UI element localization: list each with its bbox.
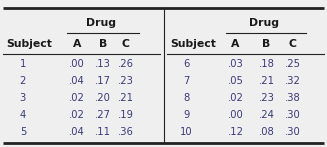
- Text: 7: 7: [183, 76, 190, 86]
- Text: .26: .26: [118, 59, 134, 69]
- Text: Subject: Subject: [7, 39, 52, 49]
- Text: .12: .12: [228, 127, 243, 137]
- Text: .04: .04: [69, 127, 85, 137]
- Text: Drug: Drug: [249, 18, 279, 28]
- Text: Subject: Subject: [170, 39, 216, 49]
- Text: .00: .00: [69, 59, 85, 69]
- Text: .23: .23: [259, 93, 274, 103]
- Text: .25: .25: [285, 59, 301, 69]
- Text: .30: .30: [285, 110, 301, 120]
- Text: .18: .18: [259, 59, 274, 69]
- Text: .13: .13: [95, 59, 111, 69]
- Text: 6: 6: [183, 59, 190, 69]
- Text: .27: .27: [95, 110, 111, 120]
- Text: .32: .32: [285, 76, 301, 86]
- Text: 8: 8: [183, 93, 190, 103]
- Text: C: C: [122, 39, 130, 49]
- Text: Drug: Drug: [86, 18, 116, 28]
- Text: .02: .02: [69, 110, 85, 120]
- Text: 3: 3: [20, 93, 26, 103]
- Text: 4: 4: [20, 110, 26, 120]
- Text: .20: .20: [95, 93, 111, 103]
- Text: .30: .30: [285, 127, 301, 137]
- Text: .04: .04: [69, 76, 85, 86]
- Text: .19: .19: [118, 110, 134, 120]
- Text: 5: 5: [20, 127, 26, 137]
- Text: .21: .21: [118, 93, 134, 103]
- Text: .38: .38: [285, 93, 301, 103]
- Text: C: C: [289, 39, 297, 49]
- Text: .24: .24: [259, 110, 274, 120]
- Text: .03: .03: [228, 59, 243, 69]
- Text: .17: .17: [95, 76, 111, 86]
- Text: .21: .21: [259, 76, 274, 86]
- Text: .05: .05: [228, 76, 243, 86]
- Text: .08: .08: [259, 127, 274, 137]
- Text: B: B: [99, 39, 107, 49]
- Text: 2: 2: [20, 76, 26, 86]
- Text: A: A: [231, 39, 240, 49]
- Text: .11: .11: [95, 127, 111, 137]
- Text: .02: .02: [228, 93, 243, 103]
- Text: 9: 9: [183, 110, 190, 120]
- Text: 10: 10: [180, 127, 193, 137]
- Text: .02: .02: [69, 93, 85, 103]
- Text: A: A: [73, 39, 81, 49]
- Text: .00: .00: [228, 110, 243, 120]
- Text: .23: .23: [118, 76, 134, 86]
- Text: B: B: [262, 39, 271, 49]
- Text: .36: .36: [118, 127, 134, 137]
- Text: 1: 1: [20, 59, 26, 69]
